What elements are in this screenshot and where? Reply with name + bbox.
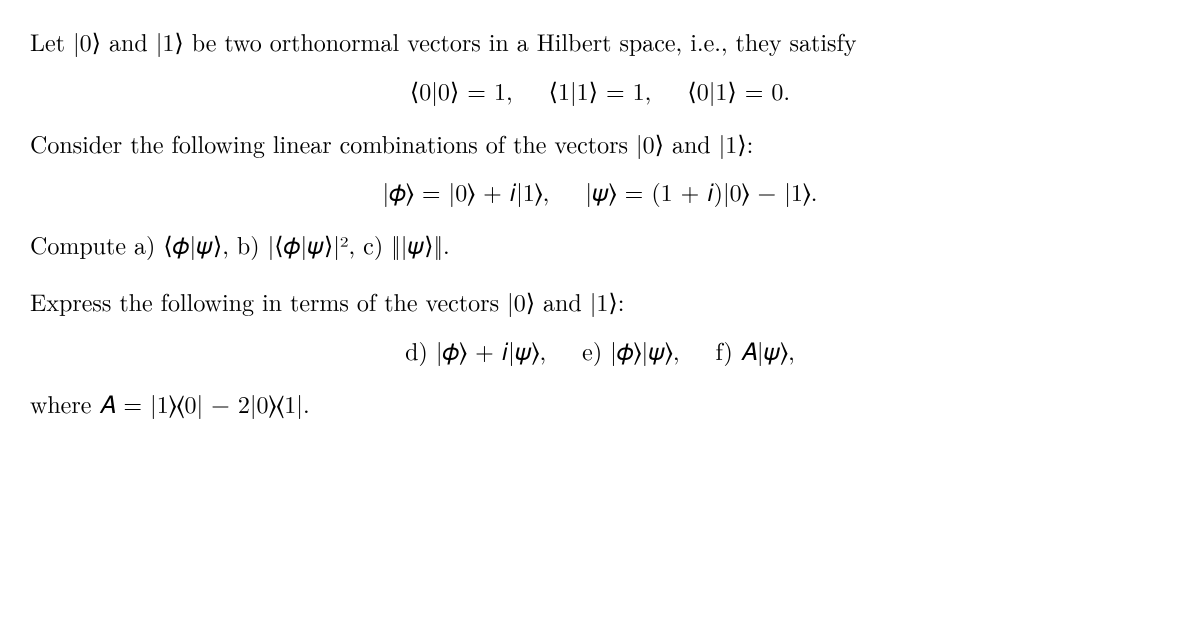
phi-def: |𝜙⟩ = |0⟩ + 𝑖|1⟩, [383,174,550,208]
intro-text: Let |0⟩ and |1⟩ be two orthonormal vecto… [30,24,857,58]
eq-f: f) 𝐴|𝜓⟩, [716,333,795,367]
psi-def: |𝜓⟩ = (1 + 𝑖)|0⟩ − |1⟩. [585,174,817,208]
eq-e: e) |𝜙⟩|𝜓⟩, [582,333,679,367]
linear-combination-intro: Consider the following linear combinatio… [30,126,1170,161]
eq-01: ⟨0|1⟩ = 0. [687,73,790,107]
express-equations: d) |𝜙⟩ + 𝑖|𝜓⟩, e) |𝜙⟩|𝜓⟩, f) 𝐴|𝜓⟩, [30,333,1170,368]
operator-definition: where 𝐴 = |1⟩⟨0| − 2|0⟩⟨1|. [30,386,1170,421]
operator-text: where 𝐴 = |1⟩⟨0| − 2|0⟩⟨1|. [30,386,310,420]
state-definitions: |𝜙⟩ = |0⟩ + 𝑖|1⟩, |𝜓⟩ = (1 + 𝑖)|0⟩ − |1⟩… [30,174,1170,209]
intro-paragraph: Let |0⟩ and |1⟩ be two orthonormal vecto… [30,24,1170,59]
problem-text: Let |0⟩ and |1⟩ be two orthonormal vecto… [0,0,1200,420]
express-text: Express the following in terms of the ve… [30,284,624,318]
express-tasks-intro: Express the following in terms of the ve… [30,284,1170,319]
linear-combination-text: Consider the following linear combinatio… [30,126,753,160]
eq-d: d) |𝜙⟩ + 𝑖|𝜓⟩, [405,333,546,367]
eq-00: ⟨0|0⟩ = 1, [410,73,513,107]
compute-tasks: Compute a) ⟨𝜙|𝜓⟩, b) |⟨𝜙|𝜓⟩|², c) ‖|𝜓⟩‖. [30,227,1170,262]
orthonormality-equations: ⟨0|0⟩ = 1, ⟨1|1⟩ = 1, ⟨0|1⟩ = 0. [30,73,1170,108]
eq-11: ⟨1|1⟩ = 1, [549,73,652,107]
compute-text: Compute a) ⟨𝜙|𝜓⟩, b) |⟨𝜙|𝜓⟩|², c) ‖|𝜓⟩‖. [30,227,450,261]
